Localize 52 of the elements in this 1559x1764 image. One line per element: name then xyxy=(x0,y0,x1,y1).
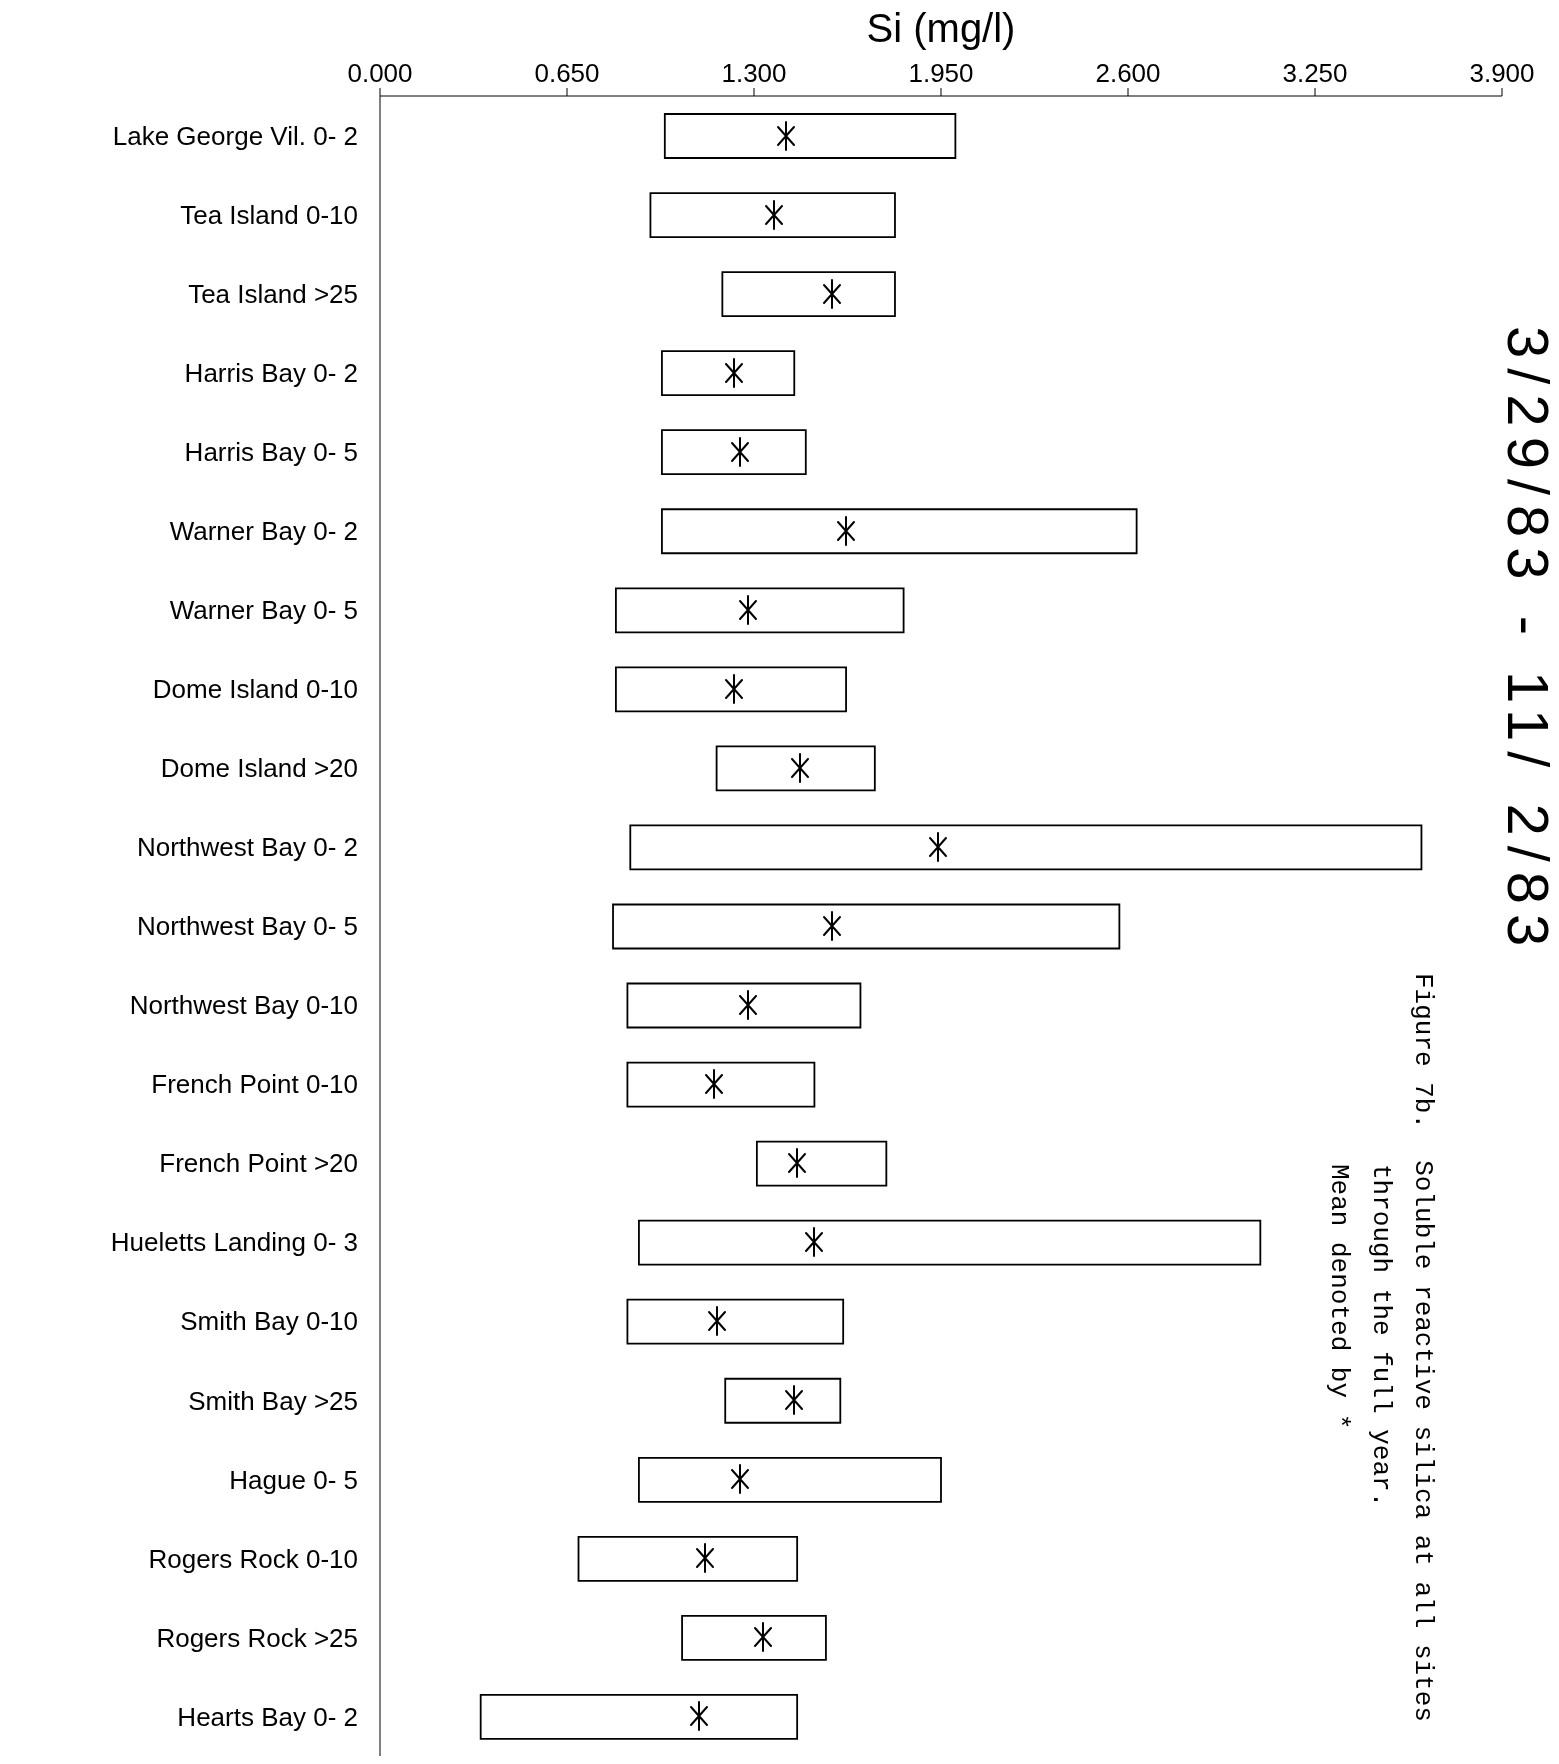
y-tick-label: Smith Bay 0-10 xyxy=(180,1306,358,1337)
x-tick-label: 1.300 xyxy=(721,58,787,88)
y-tick-label: Tea Island >25 xyxy=(188,278,358,309)
bar xyxy=(615,587,905,634)
y-tick-label: Smith Bay >25 xyxy=(188,1385,358,1416)
x-tick-label: 0.000 xyxy=(347,58,413,88)
bar xyxy=(661,508,1138,555)
y-tick-label: Hearts Bay 0- 2 xyxy=(177,1701,358,1732)
y-tick-label: Warner Bay 0- 5 xyxy=(169,595,358,626)
y-tick-label: Tea Island 0-10 xyxy=(180,199,358,230)
x-axis-title: Si (mg/l) xyxy=(866,6,1016,50)
y-tick-label: Northwest Bay 0- 5 xyxy=(136,911,358,942)
text: 3/29/83 - 11/ 2/83 xyxy=(1496,326,1559,957)
bar xyxy=(638,1456,942,1503)
bar xyxy=(626,982,862,1029)
y-tick-label: Dome Island >20 xyxy=(160,753,358,784)
bar xyxy=(612,903,1121,950)
x-tick-label: 1.950 xyxy=(908,58,974,88)
bar xyxy=(626,1298,845,1345)
bar xyxy=(638,1219,1262,1266)
y-tick-label: Rogers Rock 0-10 xyxy=(148,1543,358,1574)
annotation: Figure 7b. Soluble reactive silica at all sites through the full year. Mean denoted by * xyxy=(1323,973,1439,1722)
bar xyxy=(715,745,876,792)
y-tick-label: Northwest Bay 0- 2 xyxy=(136,832,358,863)
y-tick-label: Warner Bay 0- 2 xyxy=(169,515,358,546)
y-tick-label: French Point 0-10 xyxy=(151,1069,358,1100)
bar xyxy=(629,824,1423,871)
y-tick-label: Hueletts Landing 0- 3 xyxy=(110,1227,358,1258)
y-tick-label: Rogers Rock >25 xyxy=(156,1622,358,1653)
y-tick-label: French Point >20 xyxy=(159,1148,358,1179)
y-tick-label: Lake George Vil. 0- 2 xyxy=(112,120,358,151)
bar xyxy=(681,1615,827,1661)
x-tick-label: 2.600 xyxy=(1095,58,1161,88)
bar xyxy=(724,1377,842,1424)
y-tick-label: Hague 0- 5 xyxy=(229,1464,358,1495)
y-tick-label: Harris Bay 0- 5 xyxy=(184,436,358,467)
bar xyxy=(615,666,847,713)
bar xyxy=(479,1694,799,1740)
y-tick-label: Northwest Bay 0-10 xyxy=(129,990,358,1021)
bar xyxy=(626,1061,816,1108)
x-tick-label: 3.250 xyxy=(1282,58,1348,88)
x-tick-label: 0.650 xyxy=(534,58,600,88)
bar xyxy=(755,1140,888,1187)
bar xyxy=(661,350,796,397)
bar xyxy=(577,1535,799,1582)
bar xyxy=(721,271,896,317)
bar xyxy=(663,113,957,159)
bar xyxy=(649,192,896,238)
x-tick-label: 3.900 xyxy=(1469,58,1535,88)
y-tick-label: Harris Bay 0- 2 xyxy=(184,357,358,388)
bar xyxy=(661,429,807,476)
y-tick-label: Dome Island 0-10 xyxy=(152,674,358,705)
